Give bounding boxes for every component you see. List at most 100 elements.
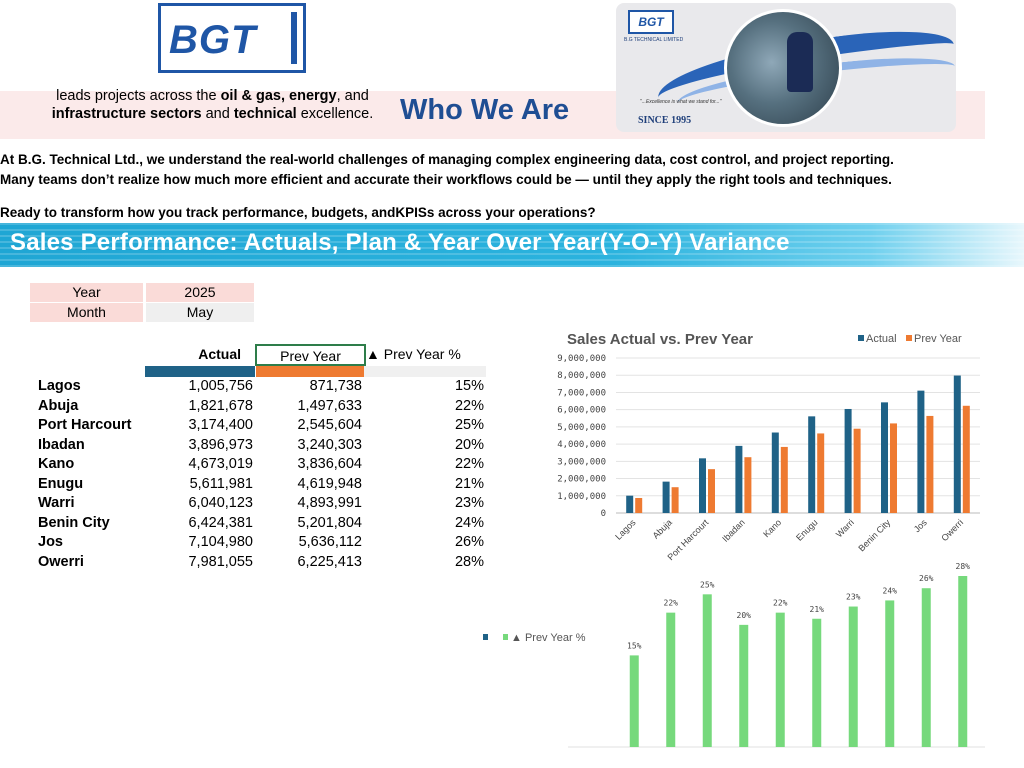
data-label: 21% xyxy=(810,605,825,614)
bar-prev-year xyxy=(744,457,752,513)
city-cell: Port Harcourt xyxy=(38,417,132,433)
data-label: 22% xyxy=(773,599,788,608)
bar-actual xyxy=(953,375,961,513)
y-tick-label: 6,000,000 xyxy=(557,406,606,416)
month-selector[interactable]: May xyxy=(146,303,254,322)
pct-cell: 23% xyxy=(454,495,484,511)
bar-prev-year xyxy=(635,497,643,513)
prev-year-cell: 2,545,604 xyxy=(297,417,362,433)
actual-cell: 6,424,381 xyxy=(188,514,253,531)
legend-label: Prev Year xyxy=(914,333,962,345)
pct-cell: 22% xyxy=(454,456,484,472)
city-cell: Kano xyxy=(38,456,75,472)
prev-year-cell: 3,240,303 xyxy=(297,436,362,453)
intro-text-part: leads projects across the xyxy=(56,88,221,104)
column-header-prev-year[interactable]: Prev Year xyxy=(255,344,366,366)
bar-prev-year-pct xyxy=(885,600,895,747)
x-tick-label: Ibadan xyxy=(720,517,747,544)
intro-text-part: infrastructure sectors xyxy=(51,106,202,122)
city-cell: Warri xyxy=(38,495,75,511)
pct-color-strip xyxy=(364,366,486,377)
y-tick-label: 7,000,000 xyxy=(557,388,606,398)
intro-text-part: technical xyxy=(233,106,297,122)
column-header-actual: Actual xyxy=(198,346,241,362)
paragraph-line: At B.G. Technical Ltd., we understand th… xyxy=(0,152,894,167)
x-tick-label: Abuja xyxy=(651,517,674,540)
data-label: 25% xyxy=(700,580,715,589)
chart-title: Sales Actual vs. Prev Year xyxy=(567,331,753,348)
data-label: 15% xyxy=(627,641,642,650)
pct-cell: 15% xyxy=(454,378,484,394)
x-tick-label: Warri xyxy=(834,517,856,539)
brand-since: SINCE 1995 xyxy=(638,115,692,126)
y-tick-label: 3,000,000 xyxy=(557,457,606,467)
x-tick-label: Benin City xyxy=(856,517,892,553)
data-label: 20% xyxy=(737,611,752,620)
actual-color-strip xyxy=(145,366,255,377)
sales-actual-vs-prev-year-chart: Sales Actual vs. Prev Year Actual Prev Yea… xyxy=(557,331,980,562)
city-cell: Abuja xyxy=(38,397,79,414)
intro-text-part: , and xyxy=(336,88,369,104)
legend-swatch xyxy=(858,335,864,341)
x-tick-label: Jos xyxy=(912,517,929,534)
bar-prev-year-pct xyxy=(848,606,858,747)
bar-actual xyxy=(844,408,852,513)
paragraph-line: Many teams don’t realize how much more e… xyxy=(0,172,892,187)
bar-prev-year-pct xyxy=(921,588,931,747)
bar-prev-year-pct xyxy=(702,594,712,747)
pct-cell: 20% xyxy=(454,436,484,453)
legend-label: Actual xyxy=(866,333,897,345)
company-logo: BGT xyxy=(158,3,306,73)
actual-cell: 7,981,055 xyxy=(188,553,253,570)
logo-text: BGT xyxy=(169,18,257,62)
year-selector[interactable]: 2025 xyxy=(146,283,254,302)
bar-prev-year-pct xyxy=(775,612,785,747)
bar-prev-year xyxy=(817,433,825,513)
legend-swatch xyxy=(906,335,912,341)
who-we-are-title: Who We Are xyxy=(400,94,570,126)
x-tick-label: Lagos xyxy=(613,517,638,542)
brand-mini-logo: BGT xyxy=(628,10,674,34)
prev-year-pct-chart: ▲ Prev Year % 15% 22% 25% 20% 22% 21% 23% 24% 26%… xyxy=(483,562,985,748)
bar-prev-year xyxy=(671,487,679,513)
legend-swatch xyxy=(503,634,508,640)
y-tick-label: 4,000,000 xyxy=(557,440,606,450)
year-label: Year xyxy=(30,283,143,302)
bar-prev-year xyxy=(708,469,715,513)
x-tick-label: Kano xyxy=(761,517,783,539)
intro-text-part: and xyxy=(201,106,234,122)
intro-paragraph: At B.G. Technical Ltd., we understand th… xyxy=(0,150,1024,190)
brand-image: BGT B.G TECHNICAL LIMITED "...Excellence… xyxy=(616,3,956,132)
data-label: 26% xyxy=(919,574,934,583)
bar-prev-year xyxy=(890,423,897,513)
prev-year-cell: 4,893,991 xyxy=(297,495,362,511)
y-tick-label: 5,000,000 xyxy=(557,423,606,433)
section-banner xyxy=(0,223,1024,267)
legend-swatch xyxy=(483,634,488,640)
bar-actual xyxy=(917,390,925,513)
x-tick-label: Enugu xyxy=(794,517,819,542)
y-tick-label: 1,000,000 xyxy=(557,492,606,502)
actual-cell: 5,611,981 xyxy=(189,475,253,492)
bar-actual xyxy=(771,432,779,513)
logo-bar xyxy=(291,12,297,64)
actual-cell: 4,673,019 xyxy=(188,456,253,472)
city-cell: Jos xyxy=(38,534,63,550)
city-cell: Ibadan xyxy=(38,436,85,453)
actual-cell: 3,896,973 xyxy=(188,436,253,453)
bar-prev-year xyxy=(780,446,788,513)
bar-actual xyxy=(881,402,888,513)
intro-text: leads projects across the oil & gas, ene… xyxy=(40,87,385,123)
data-label: 22% xyxy=(664,599,679,608)
engineer-photo xyxy=(724,9,842,127)
bar-prev-year-pct xyxy=(739,624,749,747)
city-cell: Lagos xyxy=(38,378,81,394)
y-tick-label: 2,000,000 xyxy=(557,475,606,485)
prev-year-cell: 6,225,413 xyxy=(297,553,362,570)
prev-year-color-strip xyxy=(256,366,364,377)
brand-tagline: "...Excellence is what we stand for..." xyxy=(640,99,722,105)
bar-prev-year-pct xyxy=(666,612,676,747)
intro-text-part: excellence. xyxy=(296,106,374,122)
bar-prev-year xyxy=(853,428,861,513)
month-label: Month xyxy=(30,303,143,322)
